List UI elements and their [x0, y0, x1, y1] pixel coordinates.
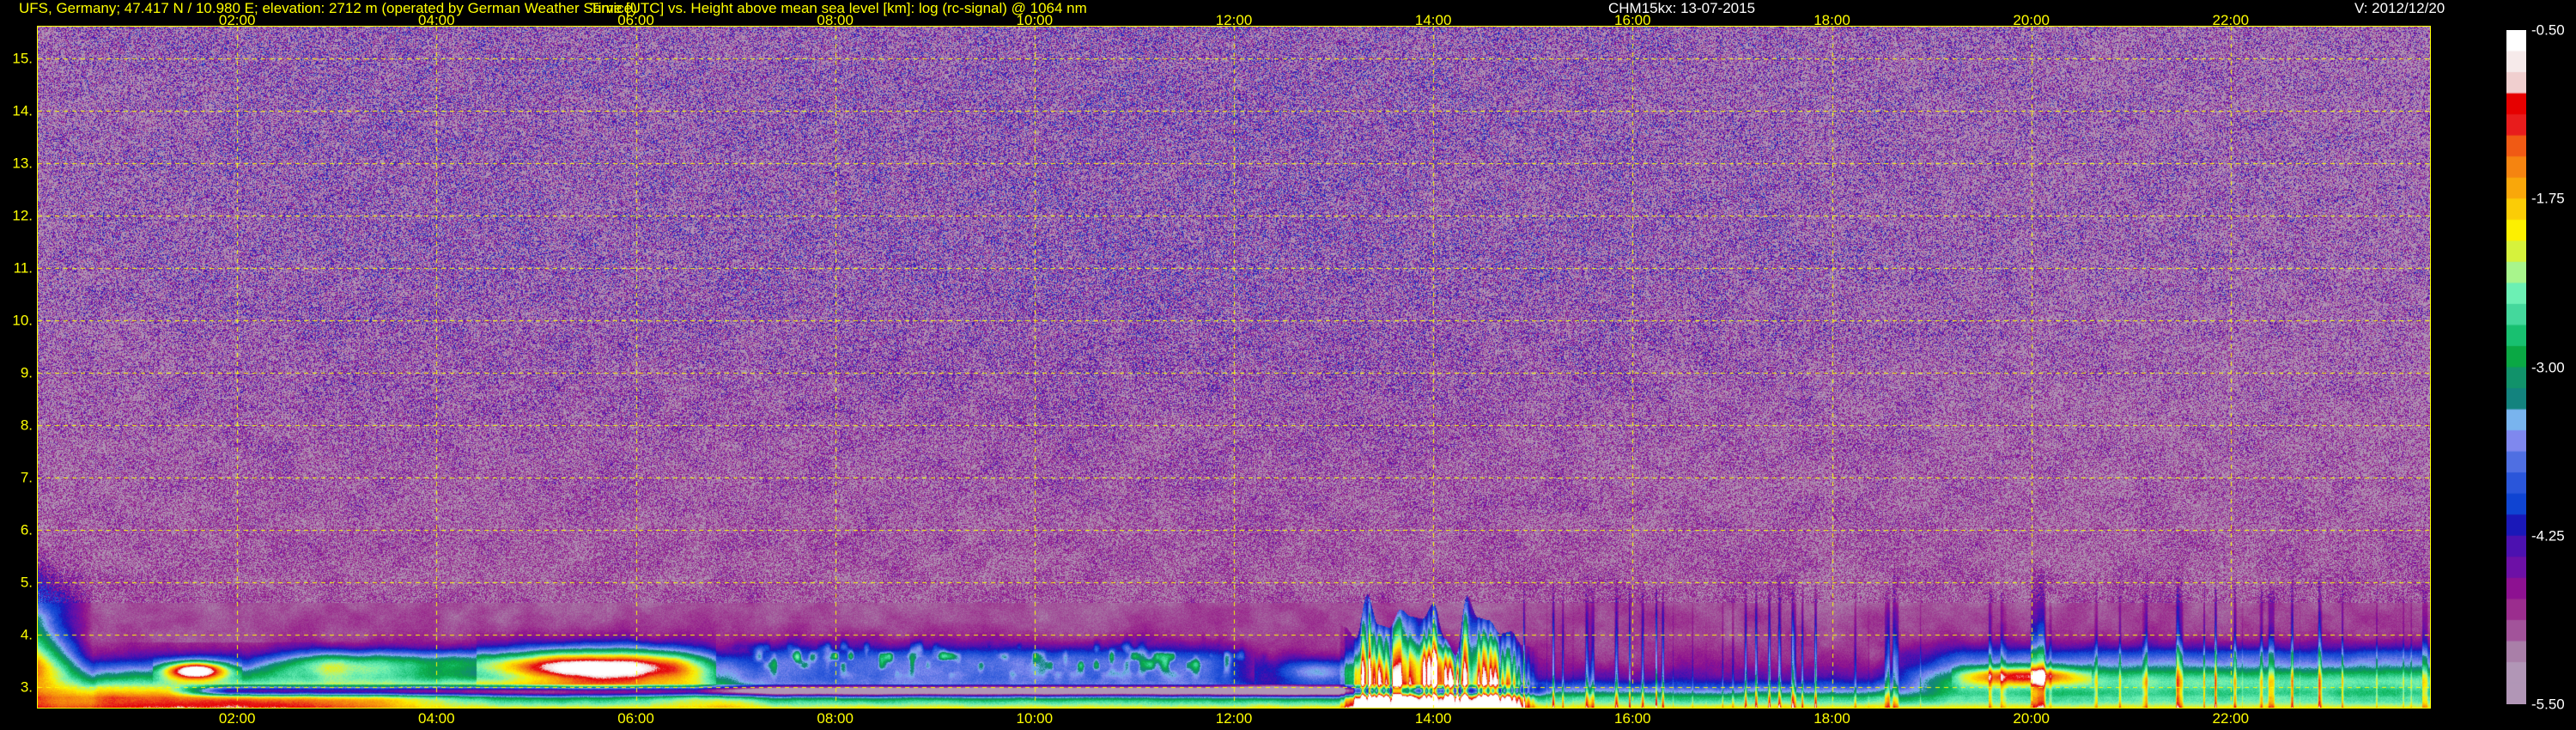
x-tick-bottom-0600: 06:00 [617, 710, 654, 727]
x-tick-bottom-0800: 08:00 [817, 710, 854, 727]
y-tick-9: 9. [20, 364, 33, 381]
x-tick-top-2200: 22:00 [2212, 12, 2250, 28]
y-tick-7: 7. [20, 469, 33, 486]
x-tick-bottom-1000: 10:00 [1016, 710, 1054, 727]
colorbar [2506, 30, 2526, 704]
y-tick-12: 12. [12, 207, 33, 224]
x-tick-top-1200: 12:00 [1215, 12, 1253, 28]
y-tick-13: 13. [12, 155, 33, 172]
colorbar-tick-0: -0.50 [2531, 21, 2565, 39]
y-tick-3: 3. [20, 678, 33, 696]
x-tick-bottom-1600: 16:00 [1614, 710, 1651, 727]
y-tick-6: 6. [20, 521, 33, 538]
y-tick-8: 8. [20, 417, 33, 434]
y-tick-5: 5. [20, 574, 33, 591]
lidar-heatmap-plot [37, 26, 2431, 709]
x-tick-bottom-1200: 12:00 [1215, 710, 1253, 727]
y-tick-4: 4. [20, 626, 33, 643]
y-tick-10: 10. [12, 312, 33, 329]
x-tick-top-0400: 04:00 [418, 12, 455, 28]
x-tick-top-2000: 20:00 [2013, 12, 2050, 28]
version-label: V: 2012/12/20 [2354, 0, 2445, 16]
instrument-date-label: CHM15kx: 13-07-2015 [1608, 0, 1756, 16]
x-tick-top-1600: 16:00 [1614, 12, 1651, 28]
x-tick-bottom-2000: 20:00 [2013, 710, 2050, 727]
x-tick-top-0200: 02:00 [218, 12, 256, 28]
y-tick-15: 15. [12, 50, 33, 67]
x-tick-top-1000: 10:00 [1016, 12, 1054, 28]
y-tick-11: 11. [13, 259, 33, 277]
x-tick-top-1400: 14:00 [1414, 12, 1452, 28]
x-tick-bottom-0400: 04:00 [418, 710, 455, 727]
x-tick-bottom-0200: 02:00 [218, 710, 256, 727]
x-tick-bottom-1800: 18:00 [1814, 710, 1850, 727]
y-tick-14: 14. [12, 102, 33, 119]
site-info-title: UFS, Germany; 47.417 N / 10.980 E; eleva… [19, 0, 637, 16]
colorbar-tick-3: -4.25 [2531, 527, 2565, 544]
colorbar-gradient [2506, 30, 2526, 704]
colorbar-tick-1: -1.75 [2531, 190, 2565, 207]
backscatter-heatmap-canvas [38, 27, 2430, 708]
x-tick-top-0800: 08:00 [817, 12, 854, 28]
x-tick-bottom-1400: 14:00 [1414, 710, 1452, 727]
x-tick-bottom-2200: 22:00 [2212, 710, 2250, 727]
colorbar-tick-4: -5.50 [2531, 696, 2565, 713]
x-tick-top-1800: 18:00 [1814, 12, 1850, 28]
page-title: Time [UTC] vs. Height above mean sea lev… [590, 0, 1087, 16]
colorbar-tick-2: -3.00 [2531, 359, 2565, 375]
x-tick-top-0600: 06:00 [617, 12, 654, 28]
